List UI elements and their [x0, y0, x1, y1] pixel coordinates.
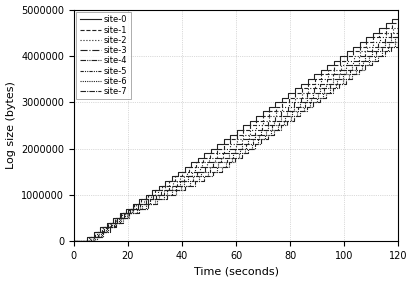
site-6 [179, 184, 184, 187]
Line: site-7: site-7 [74, 42, 398, 241]
Line: site-2: site-2 [74, 28, 398, 241]
site-2 [71, 239, 76, 243]
Line: site-4: site-4 [74, 33, 398, 241]
site-1 [390, 22, 395, 25]
site-1 [241, 128, 246, 132]
site-3 [324, 77, 329, 81]
site-5 [396, 36, 401, 39]
Legend: site-0, site-1, site-2, site-3, site-4, site-5, site-6, site-7: site-0, site-1, site-2, site-3, site-4, … [76, 12, 131, 100]
site-3 [213, 156, 218, 160]
site-0 [280, 100, 285, 104]
site-4 [278, 114, 283, 118]
site-7 [183, 184, 188, 187]
site-2 [134, 202, 139, 206]
Line: site-1: site-1 [74, 23, 398, 241]
site-2 [396, 27, 401, 30]
site-0 [98, 226, 103, 229]
X-axis label: Time (seconds): Time (seconds) [194, 266, 278, 276]
site-3 [166, 184, 171, 187]
site-5 [347, 68, 352, 71]
site-6 [188, 184, 193, 187]
site-6 [282, 124, 287, 127]
site-4 [396, 31, 401, 34]
site-4 [350, 63, 355, 67]
site-3 [395, 27, 400, 30]
site-3 [279, 110, 284, 113]
site-3 [396, 27, 401, 30]
site-6 [71, 239, 76, 243]
site-1 [173, 179, 178, 183]
site-1 [221, 147, 226, 150]
site-7 [396, 40, 401, 44]
site-0 [396, 17, 401, 21]
site-5 [393, 36, 398, 39]
site-2 [221, 151, 226, 155]
site-7 [94, 235, 99, 238]
site-2 [319, 77, 324, 81]
Line: site-3: site-3 [74, 28, 398, 241]
site-4 [395, 31, 400, 34]
site-4 [337, 77, 342, 81]
site-4 [337, 73, 342, 76]
site-1 [71, 239, 76, 243]
site-1 [125, 212, 130, 215]
site-5 [354, 63, 359, 67]
site-7 [259, 142, 264, 146]
site-0 [71, 239, 76, 243]
site-2 [207, 156, 212, 160]
site-7 [382, 54, 387, 58]
site-6 [379, 54, 384, 58]
site-1 [370, 40, 375, 44]
site-2 [163, 184, 168, 187]
site-4 [343, 73, 348, 76]
site-4 [324, 87, 329, 90]
Line: site-0: site-0 [74, 19, 398, 241]
site-5 [387, 45, 392, 48]
site-1 [396, 22, 401, 25]
site-5 [71, 239, 76, 243]
Line: site-5: site-5 [74, 37, 398, 241]
site-6 [392, 40, 397, 44]
site-1 [254, 124, 259, 127]
site-7 [192, 184, 197, 187]
site-5 [190, 179, 195, 183]
site-2 [273, 110, 278, 113]
site-4 [71, 239, 76, 243]
site-3 [227, 151, 232, 155]
site-0 [228, 133, 233, 136]
site-6 [93, 235, 98, 238]
site-6 [256, 142, 261, 146]
site-7 [285, 124, 290, 127]
site-0 [318, 68, 323, 71]
site-7 [395, 40, 400, 44]
site-3 [71, 239, 76, 243]
site-0 [390, 17, 395, 21]
site-3 [135, 202, 140, 206]
site-0 [104, 221, 109, 224]
site-5 [309, 96, 313, 99]
site-2 [390, 27, 395, 30]
site-5 [124, 212, 129, 215]
site-7 [71, 239, 76, 243]
Y-axis label: Log size (bytes): Log size (bytes) [5, 81, 16, 169]
site-0 [254, 114, 259, 118]
Line: site-6: site-6 [74, 42, 398, 241]
site-6 [396, 40, 401, 44]
